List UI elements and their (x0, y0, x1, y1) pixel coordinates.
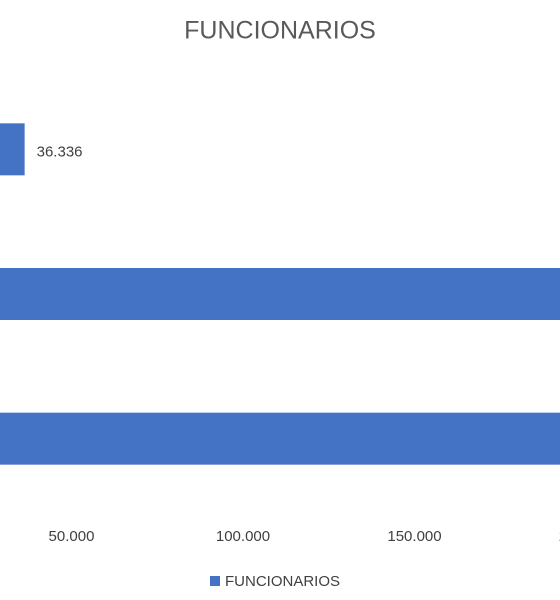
bar (0, 412, 560, 465)
bar (0, 123, 25, 176)
bar (0, 268, 560, 320)
x-tick-label: 150.000 (387, 528, 441, 545)
x-tick-label: 200.000 (559, 528, 560, 545)
data-label: 36.336 (37, 143, 83, 160)
x-tick-label: 100.000 (216, 528, 270, 545)
legend-label: FUNCIONARIOS (225, 573, 340, 590)
legend-swatch (210, 576, 220, 586)
chart-title: FUNCIONARIOS (184, 17, 376, 45)
x-tick-label: 50.000 (49, 528, 95, 545)
